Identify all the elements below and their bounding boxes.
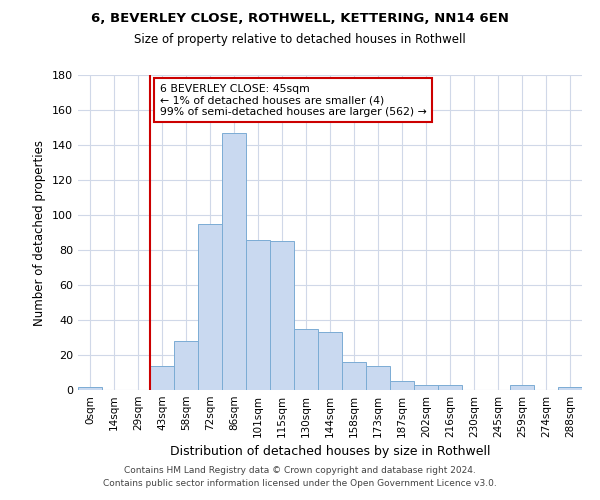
Bar xyxy=(294,329,318,390)
Bar xyxy=(78,386,102,390)
Bar xyxy=(318,332,342,390)
X-axis label: Distribution of detached houses by size in Rothwell: Distribution of detached houses by size … xyxy=(170,446,490,458)
Text: 6 BEVERLEY CLOSE: 45sqm
← 1% of detached houses are smaller (4)
99% of semi-deta: 6 BEVERLEY CLOSE: 45sqm ← 1% of detached… xyxy=(160,84,427,117)
Bar xyxy=(246,240,270,390)
Bar xyxy=(558,386,582,390)
Text: 6, BEVERLEY CLOSE, ROTHWELL, KETTERING, NN14 6EN: 6, BEVERLEY CLOSE, ROTHWELL, KETTERING, … xyxy=(91,12,509,26)
Bar xyxy=(414,385,438,390)
Y-axis label: Number of detached properties: Number of detached properties xyxy=(34,140,46,326)
Text: Size of property relative to detached houses in Rothwell: Size of property relative to detached ho… xyxy=(134,32,466,46)
Text: Contains HM Land Registry data © Crown copyright and database right 2024.
Contai: Contains HM Land Registry data © Crown c… xyxy=(103,466,497,487)
Bar xyxy=(150,366,174,390)
Bar xyxy=(438,385,462,390)
Bar xyxy=(366,366,390,390)
Bar xyxy=(390,381,414,390)
Bar xyxy=(270,242,294,390)
Bar xyxy=(510,385,534,390)
Bar xyxy=(222,132,246,390)
Bar xyxy=(342,362,366,390)
Bar xyxy=(174,341,198,390)
Bar xyxy=(198,224,222,390)
